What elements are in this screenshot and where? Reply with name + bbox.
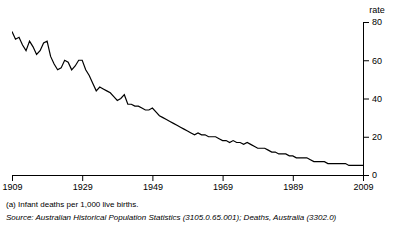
- x-tick-mark: [293, 175, 294, 181]
- y-tick-mark: [363, 137, 369, 138]
- y-tick-label: 20: [372, 132, 382, 142]
- y-tick: 0: [363, 170, 377, 180]
- y-axis: 0 20 40 60 80: [363, 17, 382, 180]
- x-tick-label: 1969: [213, 182, 233, 192]
- y-tick-label: 0: [372, 170, 377, 180]
- x-tick-mark: [152, 175, 153, 181]
- x-tick-label: 1909: [2, 182, 22, 192]
- line: [12, 32, 363, 166]
- x-tick-label: 1949: [143, 182, 163, 192]
- chart: 1909 1929 1949 1969 1989 2009 0 20 40 60 80 rate (a)…: [0, 0, 397, 227]
- y-tick-mark: [363, 60, 369, 61]
- x-tick-mark: [82, 175, 83, 181]
- y-tick-label: 80: [372, 17, 382, 27]
- x-tick: 1929: [73, 175, 93, 192]
- y-axis-label: rate: [369, 5, 385, 15]
- x-tick-label: 1929: [73, 182, 93, 192]
- footnote: Source: Australian Historical Population…: [6, 213, 337, 222]
- y-tick-mark: [363, 22, 369, 23]
- y-tick: 20: [363, 132, 382, 142]
- y-tick-label: 60: [372, 56, 382, 66]
- x-tick-label: 1989: [283, 182, 303, 192]
- y-tick: 80: [363, 17, 382, 27]
- y-tick-mark: [363, 175, 369, 176]
- x-tick: 1949: [143, 175, 163, 192]
- x-tick: 2009: [353, 175, 373, 192]
- x-tick: 1969: [213, 175, 233, 192]
- x-axis-line: [13, 175, 364, 176]
- y-tick-label: 40: [372, 94, 382, 104]
- plot-area: [12, 32, 363, 166]
- x-axis: 1909 1929 1949 1969 1989 2009: [2, 175, 373, 192]
- y-tick-mark: [363, 99, 369, 100]
- x-tick-mark: [12, 175, 13, 181]
- y-tick: 40: [363, 94, 382, 104]
- x-tick-mark: [223, 175, 224, 181]
- footnote: (a) Infant deaths per 1,000 live births.: [6, 200, 139, 209]
- y-tick: 60: [363, 56, 382, 66]
- x-tick: 1989: [283, 175, 303, 192]
- x-tick: 1909: [2, 175, 22, 192]
- x-tick-label: 2009: [353, 182, 373, 192]
- chart-container: 1909 1929 1949 1969 1989 2009 0 20 40 60 80 rate (a)…: [0, 0, 397, 227]
